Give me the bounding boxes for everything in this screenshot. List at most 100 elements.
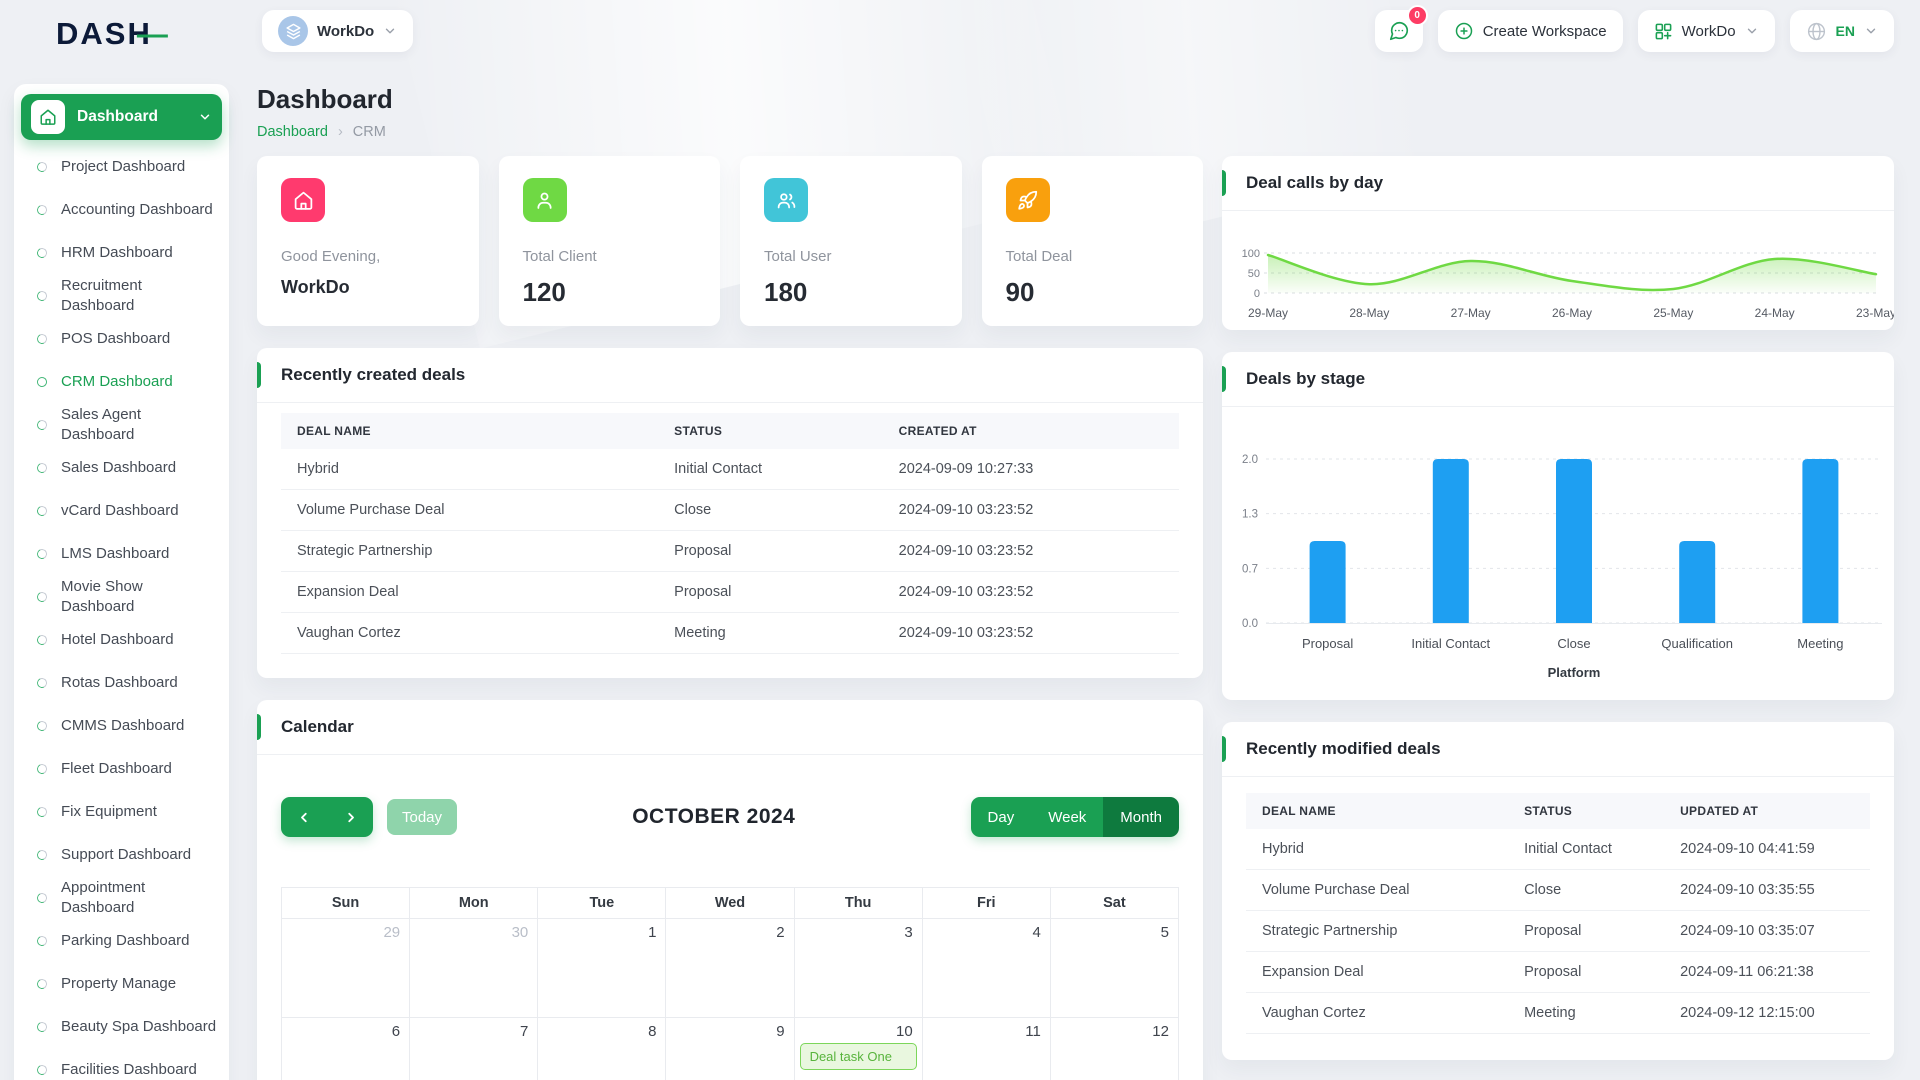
- header-actions: 0 Create Workspace WorkDo EN: [1374, 5, 1894, 52]
- workspace-menu-button[interactable]: WorkDo: [1637, 10, 1775, 52]
- calendar-view-week[interactable]: Week: [1031, 797, 1104, 837]
- accent-bar: [257, 714, 261, 740]
- sidebar-item-cmms-dashboard[interactable]: CMMS Dashboard: [14, 704, 229, 747]
- calendar-event[interactable]: Deal task One: [799, 1043, 917, 1070]
- column-header: DEAL NAME: [281, 413, 659, 449]
- bullet-icon: [35, 246, 49, 259]
- sidebar-item-sales-dashboard[interactable]: Sales Dashboard: [14, 446, 229, 489]
- calendar-day-number: 9: [776, 1023, 785, 1040]
- calendar-day-cell[interactable]: 2: [666, 919, 795, 1018]
- sidebar-item-beauty-spa-dashboard[interactable]: Beauty Spa Dashboard: [14, 1005, 229, 1048]
- sidebar-item-rotas-dashboard[interactable]: Rotas Dashboard: [14, 661, 229, 704]
- sidebar-item-vcard-dashboard[interactable]: vCard Dashboard: [14, 489, 229, 532]
- calendar-day-cell[interactable]: 9: [666, 1018, 795, 1080]
- calendar-day-header: Fri: [922, 888, 1051, 919]
- calendar-day-cell[interactable]: 12: [1051, 1018, 1179, 1080]
- table-cell: Meeting: [1508, 992, 1665, 1034]
- calendar-day-cell[interactable]: 1: [538, 919, 667, 1018]
- calendar-day-cell[interactable]: 29: [282, 919, 411, 1018]
- calendar-day-cell[interactable]: 11: [923, 1018, 1051, 1080]
- table-cell: Vaughan Cortez: [281, 612, 659, 654]
- calendar-day-cell[interactable]: 30: [410, 919, 539, 1018]
- breadcrumb-current: CRM: [352, 124, 386, 140]
- table-row: Vaughan Cortez Meeting 2024-09-10 03:23:52: [281, 612, 1179, 654]
- calendar-day-cell[interactable]: 8: [538, 1018, 667, 1080]
- chevron-down-icon: [386, 28, 395, 34]
- sidebar-item-crm-dashboard[interactable]: CRM Dashboard: [14, 360, 229, 403]
- calendar-day-cell[interactable]: 3: [794, 919, 923, 1018]
- sidebar-item-label: Recruitment Dashboard: [61, 276, 142, 314]
- app-logo: DASH —: [56, 16, 168, 52]
- sidebar-item-label: CRM Dashboard: [61, 372, 173, 390]
- calendar-day-header: Sat: [1050, 888, 1179, 919]
- sidebar-item-fix-equipment[interactable]: Fix Equipment: [14, 790, 229, 833]
- calendar-day-number: 3: [904, 924, 913, 941]
- sidebar-item-pos-dashboard[interactable]: POS Dashboard: [14, 317, 229, 360]
- sidebar-item-label: Rotas Dashboard: [61, 673, 178, 691]
- sidebar-item-project-dashboard[interactable]: Project Dashboard: [14, 145, 229, 188]
- sidebar-item-label: Movie Show Dashboard: [61, 577, 143, 615]
- deals-by-stage-bar-chart: 2.0 1.3 0.7 0.0 Proposal Initial Contact Close…: [1242, 454, 1882, 680]
- bullet-icon: [35, 934, 49, 947]
- language-button[interactable]: EN: [1789, 10, 1894, 52]
- sidebar-item-accounting-dashboard[interactable]: Accounting Dashboard: [14, 188, 229, 231]
- breadcrumb: Dashboard › CRM: [257, 124, 393, 140]
- sidebar-item-label: Support Dashboard: [61, 845, 192, 863]
- column-header: STATUS: [658, 413, 883, 449]
- svg-text:Proposal: Proposal: [1302, 636, 1353, 651]
- sidebar-dashboard-label: Dashboard: [77, 108, 158, 125]
- calendar-day-cell[interactable]: 4: [922, 919, 1051, 1018]
- table-row: Volume Purchase Deal Close 2024-09-10 03:3…: [1246, 869, 1870, 911]
- sidebar-item-label: Sales Dashboard: [61, 458, 177, 476]
- svg-text:Platform: Platform: [1548, 665, 1601, 680]
- sidebar-item-support-dashboard[interactable]: Support Dashboard: [14, 833, 229, 876]
- table-row: Expansion Deal Proposal 2024-09-10 03:23:5…: [281, 571, 1179, 613]
- sidebar-item-property-manage[interactable]: Property Manage: [14, 962, 229, 1005]
- sidebar-item-hotel-dashboard[interactable]: Hotel Dashboard: [14, 618, 229, 661]
- sidebar-item-label: Project Dashboard: [61, 157, 186, 175]
- sidebar-item-hrm-dashboard[interactable]: HRM Dashboard: [14, 231, 229, 274]
- svg-text:0: 0: [1254, 288, 1260, 300]
- create-workspace-button[interactable]: Create Workspace: [1437, 10, 1623, 52]
- column-header: CREATED AT: [882, 413, 1179, 449]
- sidebar-dashboard-button[interactable]: Dashboard: [21, 94, 222, 140]
- calendar-day-header: Mon: [410, 888, 539, 919]
- stat-value: WorkDo: [281, 277, 350, 297]
- calendar-view-month[interactable]: Month: [1103, 797, 1179, 837]
- table-cell: Close: [1508, 869, 1665, 911]
- user-icon: [522, 178, 567, 222]
- stat-card-total-client: Total Client 120: [498, 156, 720, 326]
- table-cell: Hybrid: [281, 449, 659, 490]
- calendar-day-cell[interactable]: 7: [410, 1018, 539, 1080]
- bullet-icon: [35, 1063, 49, 1076]
- table-cell: Initial Contact: [1508, 829, 1665, 870]
- sidebar-item-parking-dashboard[interactable]: Parking Dashboard: [14, 919, 229, 962]
- sidebar-item-appointment-dashboard[interactable]: Appointment Dashboard: [14, 876, 229, 919]
- accent-bar: [1222, 170, 1226, 196]
- sidebar-item-sales-agent-dashboard[interactable]: Sales Agent Dashboard: [14, 403, 229, 446]
- sidebar-item-lms-dashboard[interactable]: LMS Dashboard: [14, 532, 229, 575]
- calendar-grid: Sun Mon Tue Wed Thu Fri Sat 29 30 1 2 3 4 5 6 7 8 9 10 Deal…: [281, 887, 1179, 1080]
- calendar-prev-button[interactable]: [281, 797, 327, 837]
- sidebar-item-fleet-dashboard[interactable]: Fleet Dashboard: [14, 747, 229, 790]
- deals-by-stage-card: Deals by stage 2.0 1.3 0.7 0.0 Proposal Initi…: [1222, 352, 1894, 700]
- sidebar-item-recruitment-dashboard[interactable]: Recruitment Dashboard: [14, 274, 229, 317]
- breadcrumb-home-link[interactable]: Dashboard: [257, 124, 328, 140]
- messages-button[interactable]: 0: [1374, 5, 1428, 52]
- calendar-view-day[interactable]: Day: [970, 797, 1032, 837]
- calendar-today-button[interactable]: Today: [387, 799, 458, 835]
- calendar-day-cell[interactable]: 6: [282, 1018, 411, 1080]
- table-cell: Proposal: [658, 571, 883, 613]
- calendar-day-cell[interactable]: 5: [1050, 919, 1179, 1018]
- sidebar-item-facilities-dashboard[interactable]: Facilities Dashboard: [14, 1048, 229, 1080]
- table-cell: Volume Purchase Deal: [1246, 869, 1509, 911]
- home-icon: [281, 178, 325, 222]
- workspace-switcher[interactable]: WorkDo: [262, 10, 414, 52]
- calendar-day-cell[interactable]: 10 Deal task One: [795, 1018, 923, 1080]
- sidebar-item-movie-show-dashboard[interactable]: Movie Show Dashboard: [14, 575, 229, 618]
- table-cell: 2024-09-10 03:23:52: [882, 530, 1179, 572]
- calendar-next-button[interactable]: [327, 797, 373, 837]
- svg-text:Close: Close: [1557, 636, 1590, 651]
- chevron-left-icon: [300, 812, 307, 822]
- calendar-day-number: 10: [896, 1023, 913, 1040]
